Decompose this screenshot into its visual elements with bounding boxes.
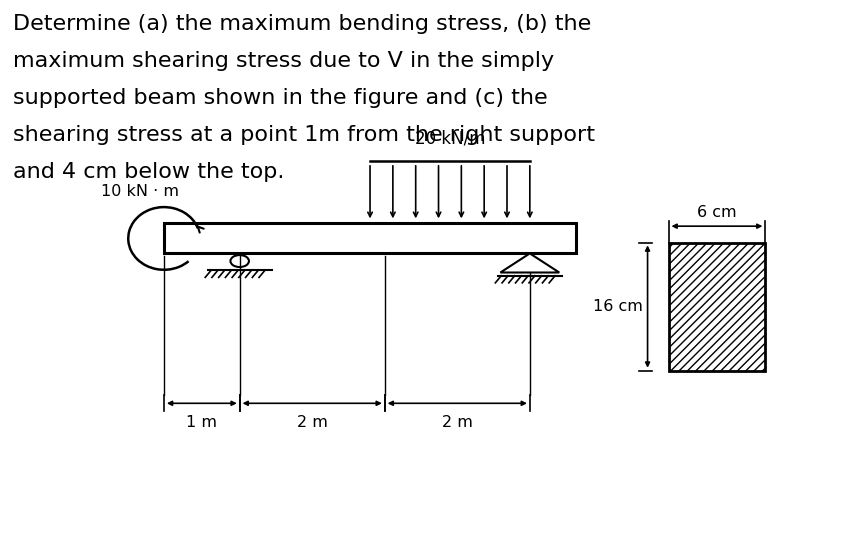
Text: 2 m: 2 m <box>297 415 328 431</box>
Text: and 4 cm below the top.: and 4 cm below the top. <box>13 162 284 182</box>
Bar <box>164 223 576 253</box>
Text: 10 kN · m: 10 kN · m <box>101 184 179 199</box>
Bar <box>669 243 765 371</box>
Text: 6 cm: 6 cm <box>697 204 737 220</box>
Bar <box>669 243 765 371</box>
Text: Determine (a) the maximum bending stress, (b) the: Determine (a) the maximum bending stress… <box>13 14 591 34</box>
Text: 16 cm: 16 cm <box>594 299 643 314</box>
Text: maximum shearing stress due to V in the simply: maximum shearing stress due to V in the … <box>13 51 553 71</box>
Text: shearing stress at a point 1m from the right support: shearing stress at a point 1m from the r… <box>13 125 595 145</box>
Text: 1 m: 1 m <box>187 415 217 431</box>
Text: 2 m: 2 m <box>442 415 473 431</box>
Text: 20 kN/m: 20 kN/m <box>415 129 485 147</box>
Polygon shape <box>500 253 559 272</box>
Text: supported beam shown in the figure and (c) the: supported beam shown in the figure and (… <box>13 88 547 108</box>
